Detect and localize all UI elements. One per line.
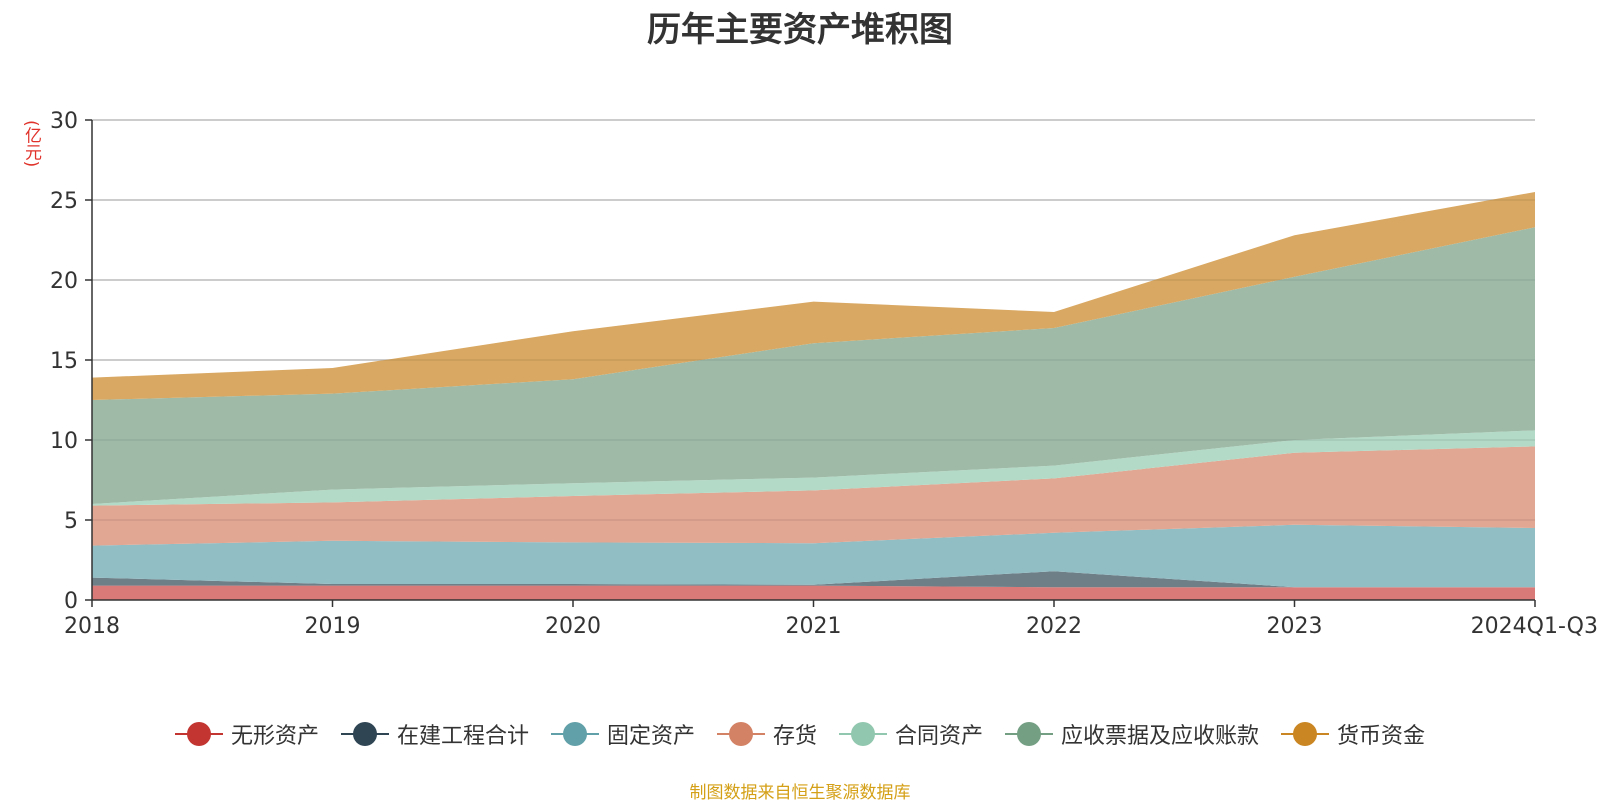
legend-item-6[interactable]: 货币资金 xyxy=(1281,718,1425,750)
legend-marker-icon xyxy=(716,722,765,746)
x-tick-label: 2018 xyxy=(64,614,120,639)
area-series-4 xyxy=(92,430,1535,506)
area-series-1 xyxy=(92,571,1535,588)
legend-label: 无形资产 xyxy=(230,724,319,749)
legend-label: 固定资产 xyxy=(606,724,695,749)
legend-marker-icon xyxy=(1281,722,1330,746)
legend-item-2[interactable]: 固定资产 xyxy=(550,718,695,750)
legend-item-1[interactable]: 在建工程合计 xyxy=(340,718,529,750)
y-tick-label: 5 xyxy=(64,509,78,534)
legend-label: 应收票据及应收账款 xyxy=(1061,724,1260,749)
y-tick-label: 30 xyxy=(50,109,78,134)
legend-label: 货币资金 xyxy=(1337,724,1426,749)
legend-marker-icon xyxy=(1005,722,1054,746)
x-tick-label: 2021 xyxy=(786,614,842,639)
legend: 无形资产 在建工程合计 固定资产 存货 合同资产 应收票据及应收账款 货币资金 xyxy=(0,718,1600,750)
x-tick-label: 2023 xyxy=(1267,614,1323,639)
legend-item-3[interactable]: 存货 xyxy=(716,718,817,750)
stacked-areas xyxy=(92,119,1535,600)
y-tick-label: 15 xyxy=(50,349,78,374)
chart-title: 历年主要资产堆积图 xyxy=(647,10,953,50)
legend-label: 合同资产 xyxy=(895,724,984,749)
x-tick-label: 2020 xyxy=(545,614,601,639)
legend-label: 存货 xyxy=(772,724,817,749)
legend-item-5[interactable]: 应收票据及应收账款 xyxy=(1005,718,1259,750)
area-series-5 xyxy=(92,227,1535,504)
legend-item-0[interactable]: 无形资产 xyxy=(174,718,319,750)
y-tick-label: 20 xyxy=(50,269,78,294)
legend-marker-icon xyxy=(174,722,223,746)
x-tick-label: 2022 xyxy=(1026,614,1082,639)
legend-label: 在建工程合计 xyxy=(396,724,529,749)
area-series-3 xyxy=(92,446,1535,546)
legend-marker-icon xyxy=(550,722,599,746)
area-series-6 xyxy=(92,192,1535,400)
y-tick-label: 10 xyxy=(50,429,78,454)
legend-marker-icon xyxy=(340,722,389,746)
axes: 0 5 10 15 20 25 30 2018 2019 2020 2021 2022 2023 2024… xyxy=(50,109,1598,639)
y-tick-label: 0 xyxy=(64,589,78,614)
y-tick-label: 25 xyxy=(50,189,78,214)
area-series-2 xyxy=(92,524,1535,588)
y-axis-unit: (亿元) xyxy=(21,120,41,168)
source-note: 制图数据来自恒生聚源数据库 xyxy=(689,783,911,803)
x-tick-label: 2024Q1-Q3 xyxy=(1471,614,1598,639)
legend-marker-icon xyxy=(839,722,887,746)
legend-item-4[interactable]: 合同资产 xyxy=(839,718,983,750)
x-tick-label: 2019 xyxy=(305,614,361,639)
area-series-0 xyxy=(92,585,1535,600)
